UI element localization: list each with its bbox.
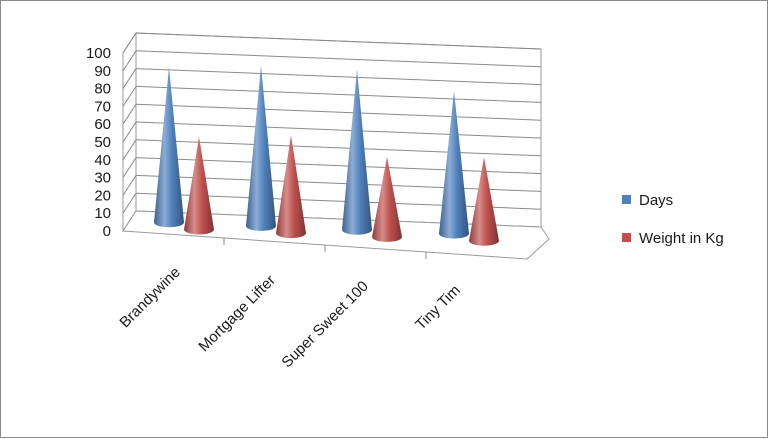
gridline: [122, 139, 542, 161]
cone-weight: [372, 156, 402, 242]
category-label: Mortgage Lifter: [195, 272, 278, 355]
y-tick-label: 10: [94, 205, 111, 222]
y-tick-label: 20: [94, 187, 111, 204]
gridline: [122, 50, 542, 72]
legend-swatch: [622, 233, 631, 242]
gridline: [122, 174, 542, 196]
gridline: [122, 157, 542, 178]
y-tick-label: 30: [94, 170, 111, 187]
gridline: [122, 121, 542, 143]
cone-weight: [276, 135, 306, 239]
category-label: Super Sweet 100: [278, 278, 371, 371]
gridline: [122, 68, 542, 89]
gridline: [122, 32, 542, 54]
cone-days: [342, 69, 372, 235]
category-label: Brandywine: [116, 264, 183, 331]
y-tick-label: 70: [94, 98, 111, 115]
floor: [122, 210, 550, 260]
cone-days: [439, 91, 469, 239]
y-tick-label: 40: [94, 152, 111, 169]
legend-swatch: [622, 195, 631, 204]
y-tick-label: 100: [86, 45, 111, 62]
cone-days: [154, 67, 184, 228]
legend-label: Weight in Kg: [639, 230, 724, 247]
cone-weight: [184, 136, 214, 235]
gridline: [122, 85, 542, 107]
gridline: [122, 192, 542, 214]
y-tick-label: 60: [94, 116, 111, 133]
category-label: Tiny Tim: [412, 282, 464, 334]
y-tick-label: 0: [103, 223, 111, 240]
cone-days: [246, 65, 276, 231]
y-tick-label: 50: [94, 134, 111, 151]
y-tick-label: 80: [94, 81, 111, 98]
cone-weight: [469, 157, 499, 246]
legend-label: Days: [639, 192, 673, 209]
gridline: [122, 103, 542, 125]
y-tick-label: 90: [94, 63, 111, 80]
